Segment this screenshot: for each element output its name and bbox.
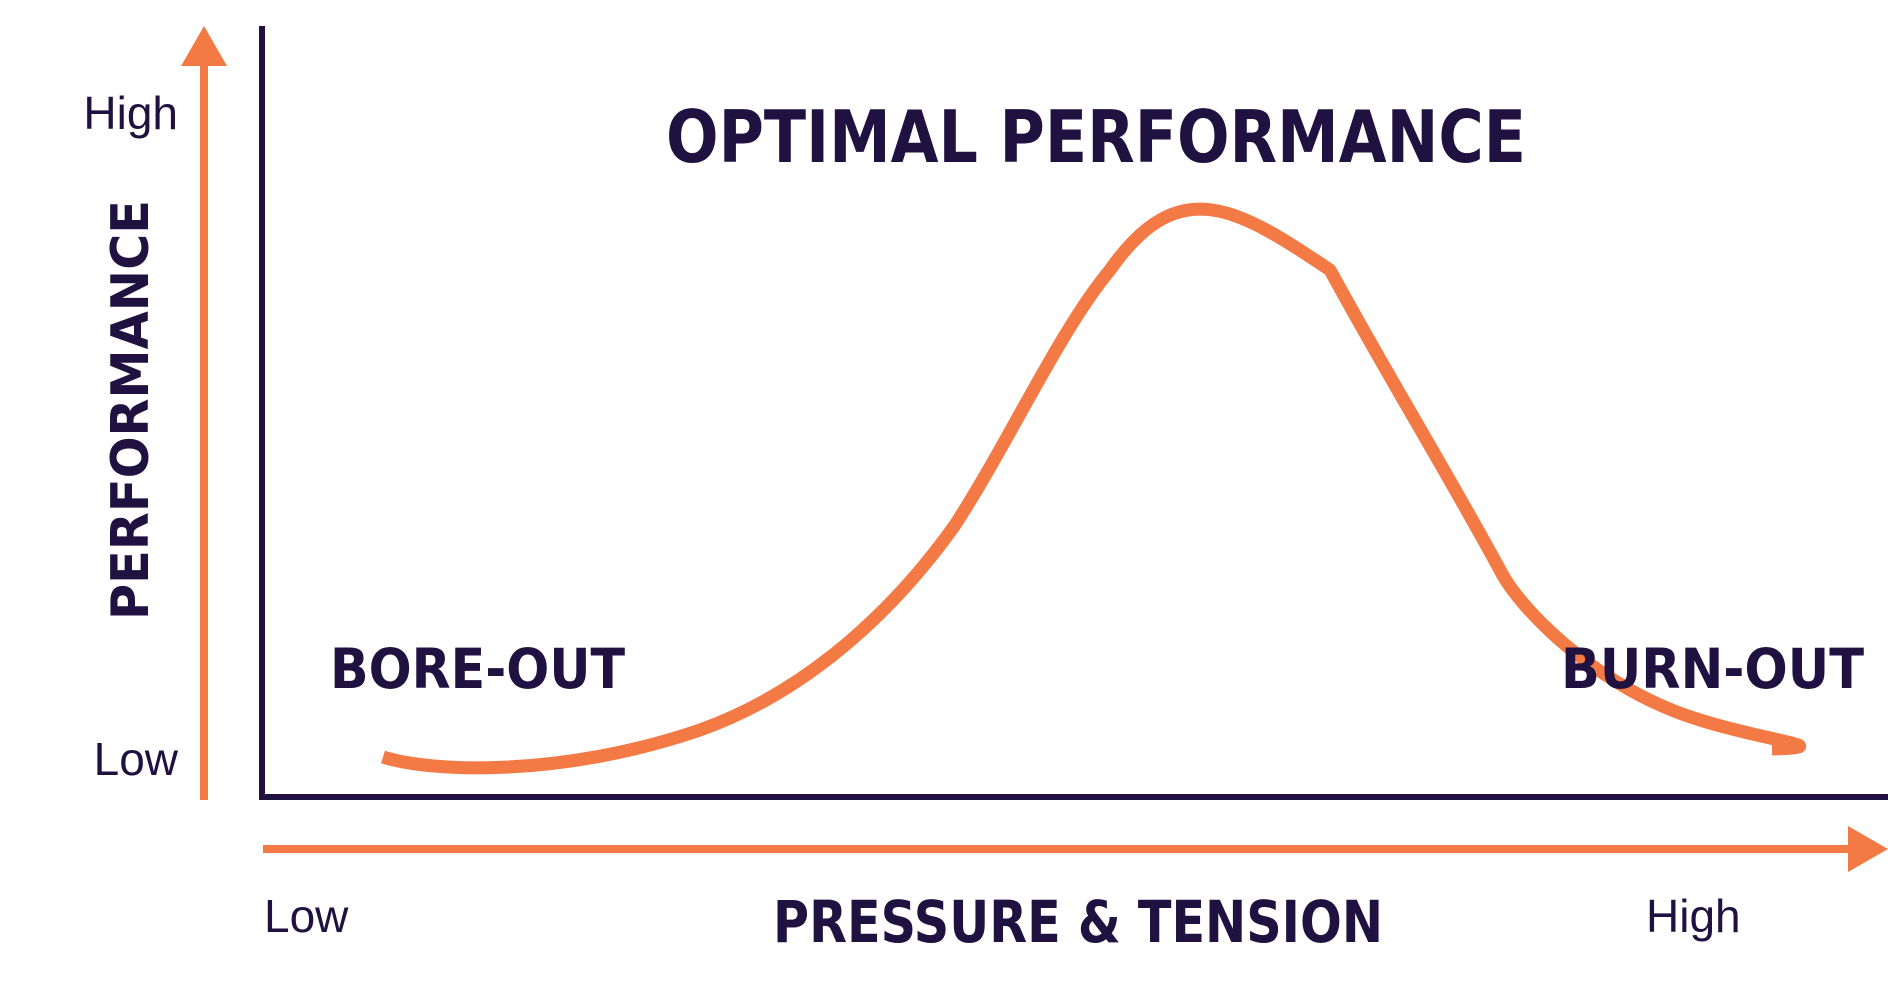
x-axis-arrow: [263, 826, 1888, 872]
y-axis-arrowhead-icon: [181, 26, 227, 66]
x-axis-title: PRESSURE & TENSION: [773, 888, 1383, 956]
zone-label-bore-out: BORE-OUT: [330, 637, 625, 701]
x-axis-arrowhead-icon: [1848, 826, 1888, 872]
y-axis-high-label: High: [83, 87, 178, 139]
x-axis-high-label: High: [1646, 890, 1741, 942]
diagram-title: OPTIMAL PERFORMANCE: [666, 95, 1526, 179]
y-axis-arrow: [181, 26, 227, 800]
zone-label-burn-out: BURN-OUT: [1561, 637, 1864, 701]
x-axis-low-label: Low: [264, 890, 349, 942]
chart-frame: [259, 26, 1888, 800]
y-axis-title: PERFORMANCE: [101, 200, 161, 620]
performance-curve: [381, 202, 1807, 775]
y-axis-low-label: Low: [94, 733, 179, 785]
